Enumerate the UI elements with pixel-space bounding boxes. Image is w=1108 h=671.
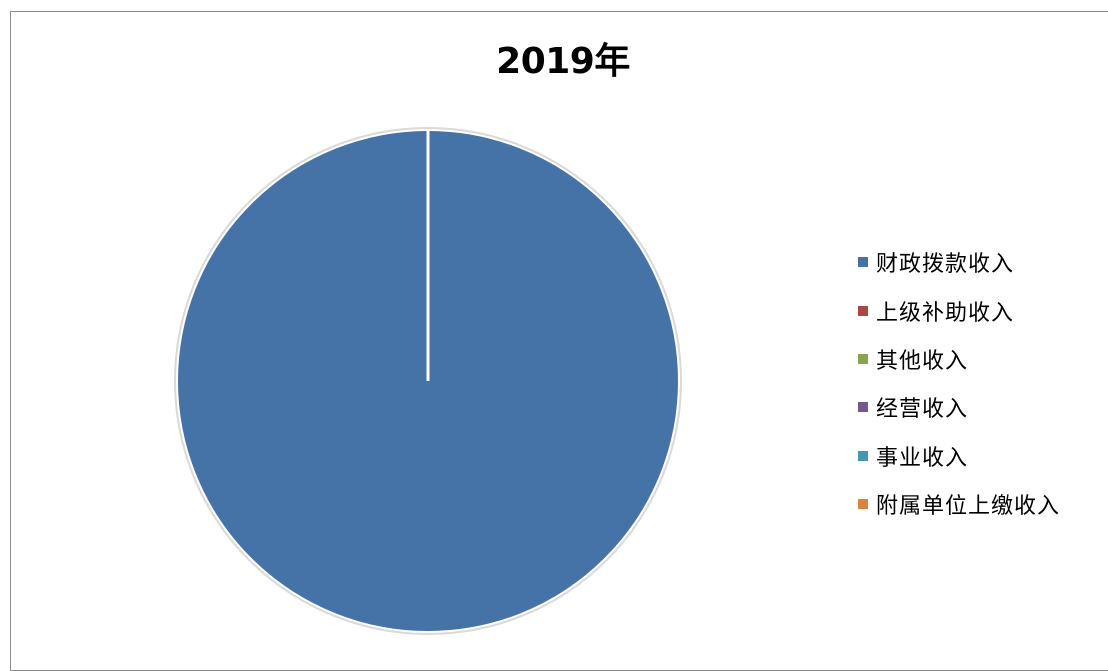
legend-item: 事业收入 xyxy=(858,432,1108,480)
legend-item: 上级补助收入 xyxy=(858,286,1108,334)
legend-item: 经营收入 xyxy=(858,383,1108,431)
legend-label: 财政拨款收入 xyxy=(876,246,1014,278)
legend-item: 财政拨款收入 xyxy=(858,238,1108,286)
pie-slices xyxy=(176,129,681,634)
legend-label: 经营收入 xyxy=(876,391,968,423)
legend-swatch xyxy=(858,306,868,316)
legend-item: 其他收入 xyxy=(858,335,1108,383)
legend-swatch xyxy=(858,451,868,461)
legend-label: 事业收入 xyxy=(876,440,968,472)
legend-label: 上级补助收入 xyxy=(876,295,1014,327)
legend-item: 附属单位上缴收入 xyxy=(858,480,1108,528)
legend-swatch xyxy=(858,257,868,267)
legend-swatch xyxy=(858,499,868,509)
chart-legend: 财政拨款收入 上级补助收入 其他收入 经营收入 事业收入 附属单位上缴收入 xyxy=(858,238,1108,528)
legend-swatch xyxy=(858,354,868,364)
legend-swatch xyxy=(858,402,868,412)
legend-label: 其他收入 xyxy=(876,343,968,375)
legend-label: 附属单位上缴收入 xyxy=(876,488,1060,520)
